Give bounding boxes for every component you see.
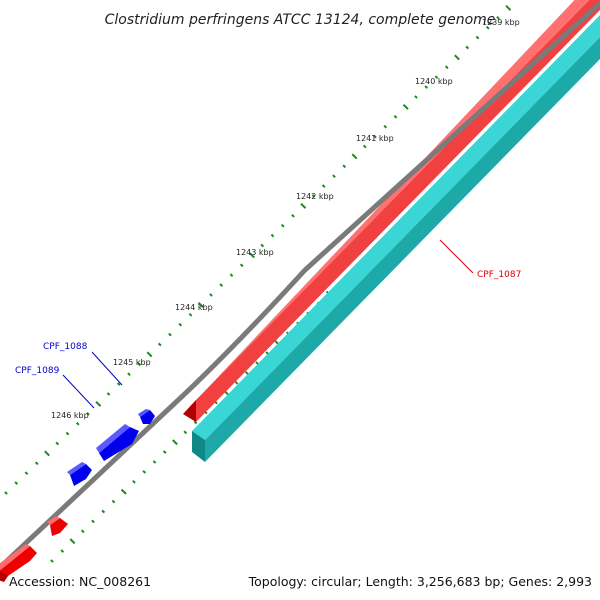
major-tick xyxy=(120,488,127,495)
minor-tick xyxy=(362,144,367,149)
minor-tick xyxy=(414,95,418,99)
minor-tick xyxy=(106,392,111,396)
minor-tick xyxy=(393,114,398,119)
minor-tick xyxy=(270,233,275,238)
minor-tick xyxy=(485,25,490,30)
tick-label-1239: 1239 kbp xyxy=(482,18,520,27)
major-tick xyxy=(249,252,255,259)
minor-tick xyxy=(373,134,377,139)
gene-label-cpf-1088[interactable]: CPF_1088 xyxy=(43,342,88,352)
minor-tick xyxy=(178,322,183,327)
cpf-1087-leader-line xyxy=(439,239,474,274)
minor-tick xyxy=(260,243,265,248)
cpf-1087-reverse-gene[interactable] xyxy=(192,14,600,462)
minor-tick xyxy=(142,470,147,474)
minor-tick xyxy=(342,164,347,169)
cpf-1089-gene[interactable] xyxy=(96,424,139,461)
tick-labels: 1239 kbp 1240 kbp 1241 kbp 1242 kbp 1243… xyxy=(51,18,520,420)
minor-tick xyxy=(157,342,162,347)
minor-tick xyxy=(234,380,239,385)
major-tick xyxy=(172,439,178,446)
minor-tick xyxy=(229,273,234,278)
minor-tick xyxy=(255,361,259,365)
major-tick xyxy=(402,103,409,110)
accession-label: Accession: NC_008261 xyxy=(9,574,151,589)
minor-tick xyxy=(496,15,500,20)
minor-tick xyxy=(244,371,249,375)
tick-label-1244: 1244 kbp xyxy=(175,303,213,312)
minor-tick xyxy=(219,283,224,287)
map-title: Clostridium perfringens ATCC 13124, comp… xyxy=(105,12,496,28)
gene-label-cpf-1089[interactable]: CPF_1089 xyxy=(15,366,60,376)
tick-label-1240: 1240 kbp xyxy=(415,77,453,86)
major-tick xyxy=(95,400,102,407)
minor-tick xyxy=(60,549,65,553)
minor-tick xyxy=(291,213,295,218)
minor-tick xyxy=(137,362,142,367)
minor-tick xyxy=(188,312,193,317)
minor-tick xyxy=(86,411,90,416)
minor-tick xyxy=(209,293,213,297)
gene-label-cpf-1087[interactable]: CPF_1087 xyxy=(477,270,521,280)
minor-tick xyxy=(183,430,188,435)
major-tick xyxy=(300,202,307,209)
genome-backbone xyxy=(0,0,600,571)
minor-tick xyxy=(4,491,8,495)
minor-tick xyxy=(101,509,106,514)
minor-tick xyxy=(55,441,60,446)
minor-tick xyxy=(91,519,95,524)
minor-tick xyxy=(475,35,480,40)
minor-tick xyxy=(50,559,54,563)
major-tick xyxy=(505,4,512,11)
cpf-1088-gene[interactable] xyxy=(138,409,155,424)
genome-summary: Topology: circular; Length: 3,256,683 bp… xyxy=(248,574,592,589)
minor-tick xyxy=(383,124,388,129)
major-tick xyxy=(351,153,358,160)
minor-tick xyxy=(65,431,70,436)
tick-label-1241: 1241 kbp xyxy=(356,134,394,143)
minor-tick xyxy=(162,450,167,454)
major-tick xyxy=(454,54,460,61)
minor-tick xyxy=(193,420,198,425)
minor-tick xyxy=(116,382,121,386)
minor-tick xyxy=(424,85,429,89)
minor-tick xyxy=(434,75,439,80)
minor-tick xyxy=(311,194,316,198)
minor-tick xyxy=(168,332,172,337)
minor-tick xyxy=(34,461,39,466)
major-tick xyxy=(197,301,204,308)
minor-tick xyxy=(321,184,326,188)
minor-tick xyxy=(152,460,157,464)
cpf-1090-gene[interactable] xyxy=(67,462,92,486)
tick-label-1242: 1242 kbp xyxy=(296,192,334,201)
minor-tick xyxy=(332,174,336,179)
tick-label-1245: 1245 kbp xyxy=(113,358,151,367)
minor-tick xyxy=(465,45,470,50)
minor-tick xyxy=(80,529,85,534)
major-tick xyxy=(146,351,153,358)
minor-tick xyxy=(14,481,19,485)
tick-label-1246: 1246 kbp xyxy=(51,411,89,420)
minor-tick xyxy=(24,471,29,476)
cpf-1089-leader-line xyxy=(62,374,95,409)
minor-tick xyxy=(127,372,131,377)
minor-tick xyxy=(444,65,449,70)
cpf-1088-leader-line xyxy=(91,351,123,386)
tick-label-1243: 1243 kbp xyxy=(236,248,274,257)
minor-tick xyxy=(111,499,116,504)
minor-tick xyxy=(239,263,244,268)
minor-tick xyxy=(132,479,136,484)
red-gene-lower-2[interactable] xyxy=(0,544,37,582)
red-gene-lower-1[interactable] xyxy=(47,516,68,536)
cpf-1087-forward-gene[interactable] xyxy=(183,0,600,422)
minor-tick xyxy=(280,223,285,228)
minor-tick xyxy=(75,421,80,426)
major-tick xyxy=(69,538,76,545)
major-tick xyxy=(44,450,50,457)
